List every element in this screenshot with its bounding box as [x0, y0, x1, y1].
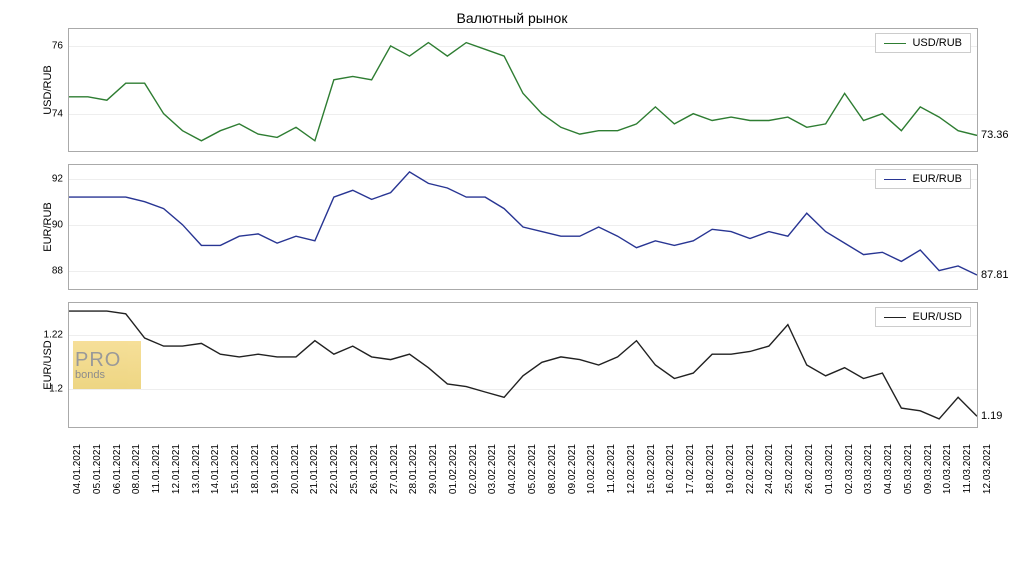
- x-tick: 14.01.2021: [210, 444, 221, 494]
- last-value-label: 87.81: [981, 269, 1009, 281]
- x-tick: 19.02.2021: [725, 444, 736, 494]
- y-tick: 88: [52, 265, 63, 276]
- x-tick: 04.01.2021: [72, 444, 83, 494]
- y-tick: 90: [52, 219, 63, 230]
- x-tick: 12.01.2021: [171, 444, 182, 494]
- y-tick: 1.2: [49, 384, 63, 395]
- y-tick: 92: [52, 173, 63, 184]
- x-tick: 03.02.2021: [487, 444, 498, 494]
- x-tick: 22.02.2021: [745, 444, 756, 494]
- x-tick: 10.02.2021: [586, 444, 597, 494]
- x-tick: 02.02.2021: [468, 444, 479, 494]
- x-tick: 17.02.2021: [685, 444, 696, 494]
- x-tick: 05.03.2021: [903, 444, 914, 494]
- x-axis-labels: 04.01.2021 05.01.2021 06.01.2021 08.01.2021…: [68, 440, 978, 528]
- x-tick: 01.03.2021: [824, 444, 835, 494]
- y-tick: 1.22: [44, 330, 63, 341]
- subplot-eur_rub: EUR/RUB889092EUR/RUB87.81: [68, 164, 978, 290]
- subplot-usd_rub: USD/RUB7476USD/RUB73.36: [68, 28, 978, 152]
- x-tick: 28.01.2021: [408, 444, 419, 494]
- y-tick: 74: [52, 108, 63, 119]
- x-tick: 15.02.2021: [646, 444, 657, 494]
- x-tick: 18.02.2021: [705, 444, 716, 494]
- legend: EUR/USD: [875, 307, 971, 327]
- x-tick: 26.02.2021: [804, 444, 815, 494]
- x-tick: 20.01.2021: [290, 444, 301, 494]
- x-tick: 08.02.2021: [547, 444, 558, 494]
- x-tick: 06.01.2021: [112, 444, 123, 494]
- x-tick: 26.01.2021: [369, 444, 380, 494]
- x-tick: 22.01.2021: [329, 444, 340, 494]
- last-value-label: 1.19: [981, 410, 1002, 422]
- x-tick: 16.02.2021: [665, 444, 676, 494]
- y-axis-label: EUR/USD: [42, 340, 54, 390]
- legend: EUR/RUB: [875, 169, 971, 189]
- legend-label: EUR/USD: [912, 311, 962, 323]
- legend: USD/RUB: [875, 33, 971, 53]
- x-tick: 04.03.2021: [883, 444, 894, 494]
- x-tick: 11.02.2021: [606, 444, 617, 493]
- x-tick: 02.03.2021: [844, 444, 855, 494]
- x-tick: 08.01.2021: [131, 444, 142, 494]
- x-tick: 27.01.2021: [389, 444, 400, 494]
- x-tick: 01.02.2021: [448, 444, 459, 494]
- last-value-label: 73.36: [981, 129, 1009, 141]
- legend-label: EUR/RUB: [912, 173, 962, 185]
- charts-area: USD/RUB7476USD/RUB73.36EUR/RUB889092EUR/…: [10, 28, 1014, 428]
- x-tick: 05.01.2021: [92, 444, 103, 494]
- chart-title: Валютный рынок: [10, 10, 1014, 26]
- subplot-eur_usd: EUR/USDPRObonds1.21.22EUR/USD1.19: [68, 302, 978, 428]
- x-tick: 04.02.2021: [507, 444, 518, 494]
- x-tick: 05.02.2021: [527, 444, 538, 494]
- x-tick: 13.01.2021: [191, 444, 202, 494]
- x-tick: 12.03.2021: [982, 444, 993, 494]
- x-tick: 29.01.2021: [428, 444, 439, 494]
- x-tick: 24.02.2021: [764, 444, 775, 494]
- legend-label: USD/RUB: [912, 37, 962, 49]
- x-tick: 15.01.2021: [230, 444, 241, 494]
- x-tick: 25.02.2021: [784, 444, 795, 494]
- x-tick: 12.02.2021: [626, 444, 637, 494]
- x-tick: 11.01.2021: [151, 444, 162, 493]
- x-tick: 09.03.2021: [923, 444, 934, 494]
- x-tick: 19.01.2021: [270, 444, 281, 494]
- x-tick: 09.02.2021: [567, 444, 578, 494]
- currency-market-chart: Валютный рынок USD/RUB7476USD/RUB73.36EU…: [10, 10, 1014, 551]
- x-tick: 25.01.2021: [349, 444, 360, 494]
- x-tick: 21.01.2021: [309, 444, 320, 494]
- x-tick: 03.03.2021: [863, 444, 874, 494]
- x-tick: 18.01.2021: [250, 444, 261, 494]
- x-tick: 11.03.2021: [962, 444, 973, 493]
- x-tick: 10.03.2021: [942, 444, 953, 494]
- y-tick: 76: [52, 40, 63, 51]
